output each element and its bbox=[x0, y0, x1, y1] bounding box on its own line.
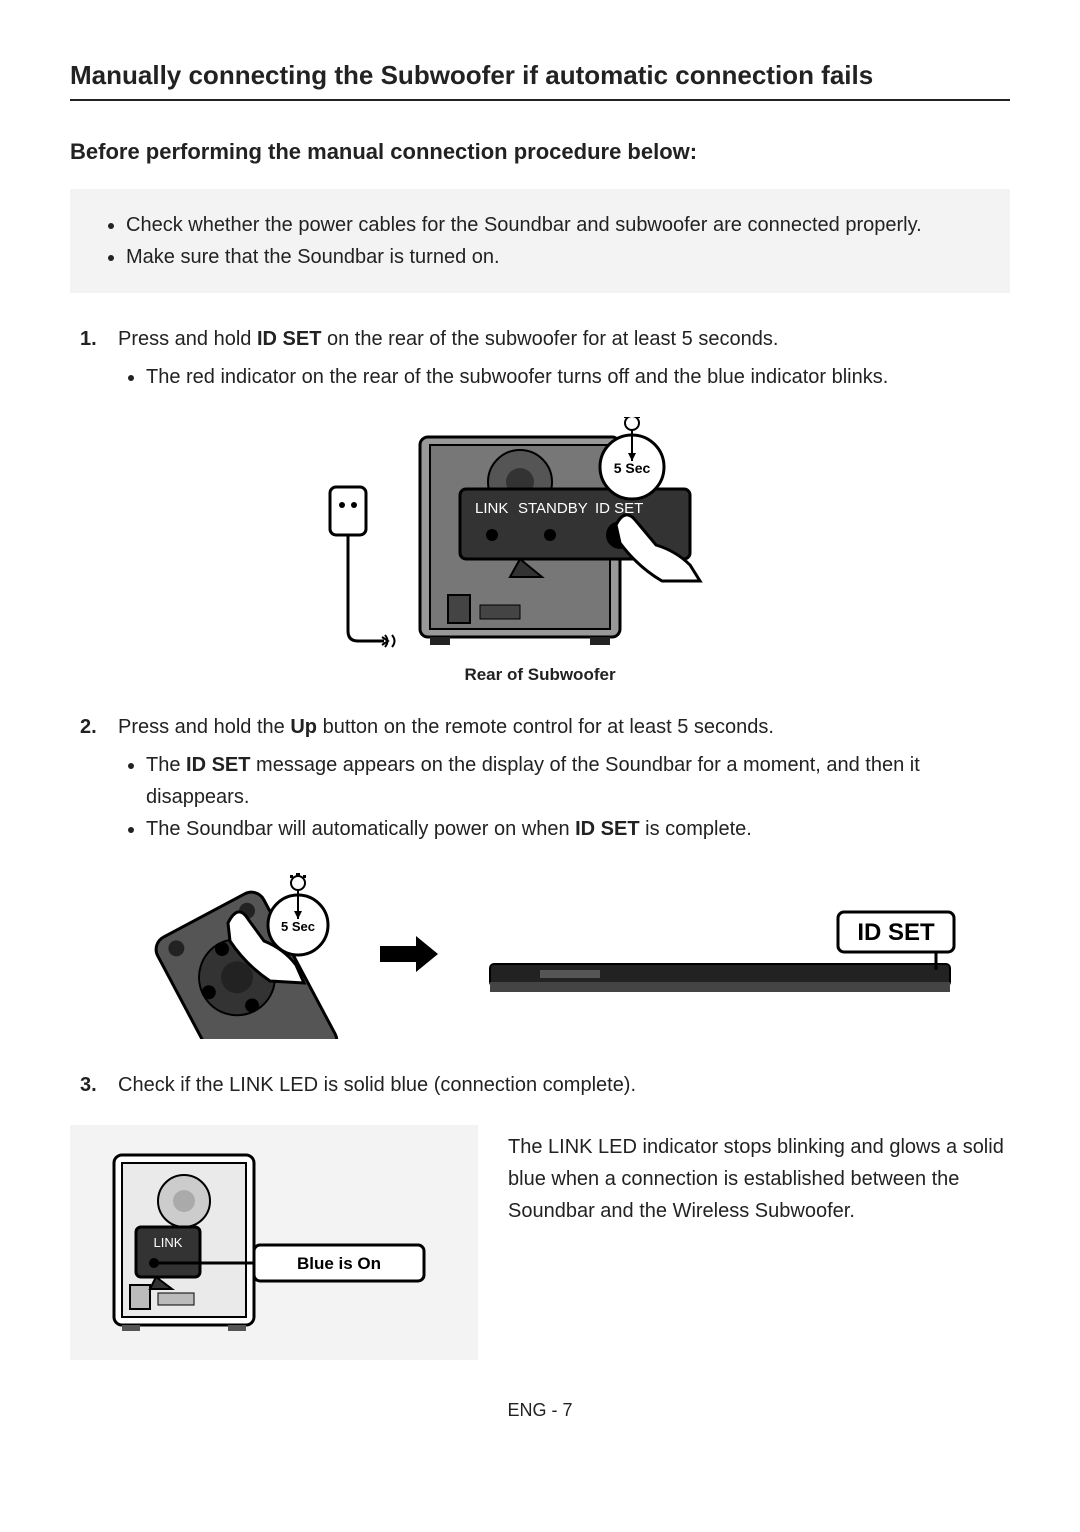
section-title: Manually connecting the Subwoofer if aut… bbox=[70, 60, 1010, 101]
five-sec-label: 5 Sec bbox=[281, 919, 315, 934]
callout-item: Make sure that the Soundbar is turned on… bbox=[126, 241, 982, 273]
step-3: 3. Check if the LINK LED is solid blue (… bbox=[70, 1069, 1010, 1101]
step-text: Press and hold ID SET on the rear of the… bbox=[118, 323, 1010, 355]
step-2: 2. Press and hold the Up button on the r… bbox=[70, 711, 1010, 845]
figure-subwoofer-rear: LINK STANDBY ID SET 5 Sec Rear of Subwoo… bbox=[70, 417, 1010, 685]
arrow-icon bbox=[380, 934, 440, 974]
step-3-side-text: The LINK LED indicator stops blinking an… bbox=[508, 1125, 1010, 1227]
subwoofer-rear-svg: LINK STANDBY ID SET 5 Sec bbox=[320, 417, 760, 657]
callout-box: Check whether the power cables for the S… bbox=[70, 189, 1010, 293]
figure-caption: Rear of Subwoofer bbox=[70, 665, 1010, 685]
step-bullet: The Soundbar will automatically power on… bbox=[146, 813, 1010, 845]
five-sec-label: 5 Sec bbox=[614, 460, 651, 476]
sub-title: Before performing the manual connection … bbox=[70, 139, 1010, 165]
idset-label: ID SET bbox=[595, 500, 643, 517]
standby-label: STANDBY bbox=[518, 500, 588, 517]
step-3-layout: LINK Blue is On The LINK LED indicator s… bbox=[70, 1125, 1010, 1360]
figure-remote-soundbar: 5 Sec ID SET bbox=[70, 869, 1010, 1039]
step-1: 1. Press and hold ID SET on the rear of … bbox=[70, 323, 1010, 393]
link-led-svg: LINK Blue is On bbox=[94, 1145, 454, 1335]
page-footer: ENG - 7 bbox=[70, 1400, 1010, 1421]
step-bullet: The red indicator on the rear of the sub… bbox=[146, 361, 1010, 393]
step-text: Check if the LINK LED is solid blue (con… bbox=[118, 1069, 1010, 1101]
step-text: Press and hold the Up button on the remo… bbox=[118, 711, 1010, 743]
step-bullet: The ID SET message appears on the displa… bbox=[146, 749, 1010, 813]
link-label: LINK bbox=[154, 1235, 183, 1250]
figure-link-led: LINK Blue is On bbox=[70, 1125, 478, 1360]
step-number: 1. bbox=[80, 323, 104, 355]
soundbar-svg: ID SET bbox=[480, 904, 960, 1004]
callout-item: Check whether the power cables for the S… bbox=[126, 209, 982, 241]
link-label: LINK bbox=[475, 500, 508, 517]
step-number: 3. bbox=[80, 1069, 104, 1101]
remote-svg: 5 Sec bbox=[120, 869, 340, 1039]
step-number: 2. bbox=[80, 711, 104, 743]
idset-display-label: ID SET bbox=[857, 919, 935, 946]
blue-on-label: Blue is On bbox=[297, 1254, 381, 1273]
